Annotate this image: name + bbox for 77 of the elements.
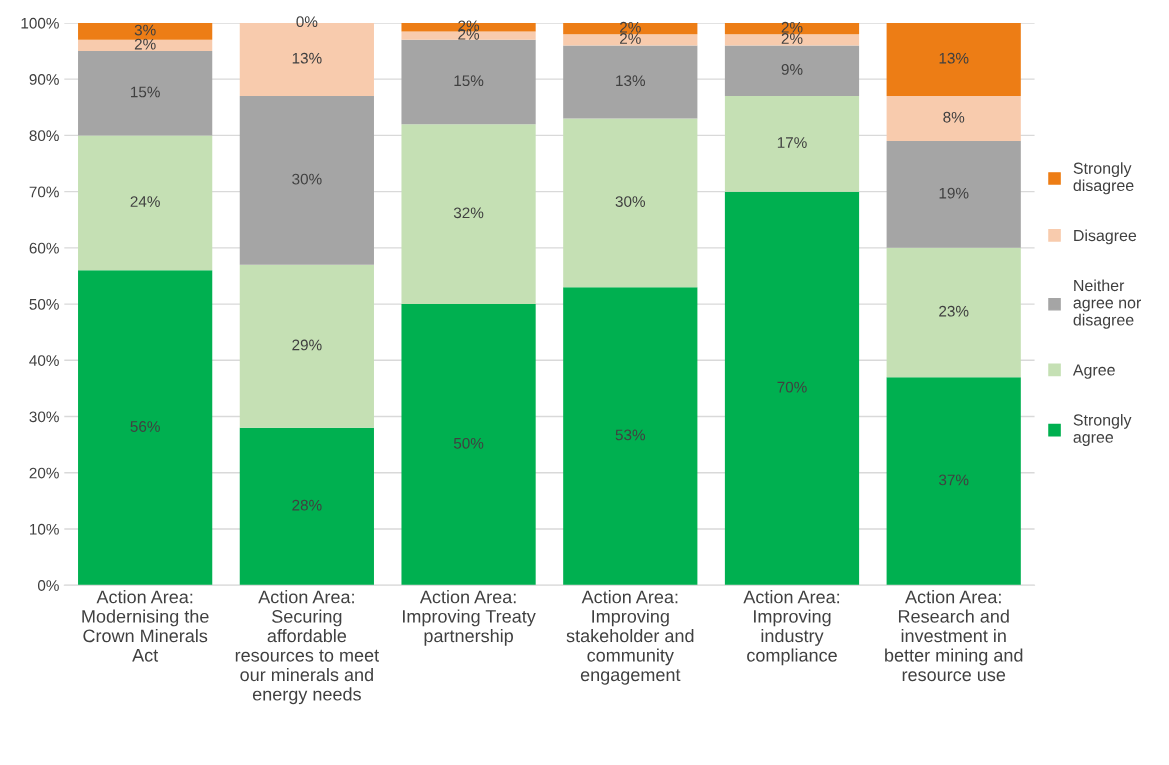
data-label: 3%	[134, 24, 156, 36]
y-tick-label: 10%	[30, 523, 59, 535]
data-label: 32%	[453, 207, 484, 219]
y-tick-label: 0%	[37, 580, 59, 591]
y-tick-label: 60%	[29, 242, 59, 254]
y-tick-label: 50%	[29, 298, 59, 310]
bar	[724, 191, 860, 586]
bar	[724, 45, 860, 97]
data-label: 0%	[296, 16, 318, 28]
bar	[401, 39, 536, 125]
data-label: 24%	[130, 196, 160, 207]
bar	[563, 22, 698, 35]
data-label: 2%	[620, 33, 641, 44]
bar	[886, 377, 1021, 586]
x-tick-label: Action Area: Research and investment in better mining and resource use	[885, 590, 1023, 682]
x-tick-label: Action Area: Improving Treaty partnership	[403, 590, 536, 646]
data-label: 2%	[620, 21, 641, 33]
bar	[78, 22, 213, 40]
x-tick-label: Action Area: Improving industry compliance	[743, 590, 840, 666]
legend-label: Disagree	[1074, 229, 1137, 245]
data-label: 2%	[781, 33, 803, 44]
y-tick-label: 80%	[29, 130, 59, 142]
data-label: 13%	[292, 52, 322, 64]
data-label: 70%	[777, 381, 807, 393]
data-label: 13%	[616, 75, 646, 87]
data-label: 8%	[943, 111, 965, 123]
bar	[886, 247, 1021, 378]
data-label: 2%	[134, 38, 156, 50]
x-tick-label: Action Area: Modernising the Crown Minerals Act	[82, 590, 209, 662]
bar	[78, 51, 213, 136]
data-label: 15%	[131, 86, 160, 98]
y-tick-label: 100%	[21, 17, 59, 29]
bar	[563, 118, 698, 288]
y-tick-label: 90%	[29, 74, 59, 85]
bar	[724, 22, 860, 35]
legend-label: Neither agree nor disagree	[1073, 279, 1142, 329]
bar	[239, 264, 374, 428]
bar	[724, 96, 860, 192]
bar	[78, 270, 213, 586]
bar	[401, 124, 536, 305]
data-label: 37%	[939, 474, 969, 486]
data-label: 15%	[454, 75, 484, 87]
bar	[239, 96, 374, 265]
legend-label: Strongly disagree	[1073, 162, 1134, 195]
bar	[401, 304, 536, 586]
data-label: 17%	[777, 137, 807, 148]
data-label: 23%	[939, 305, 969, 317]
data-label: 19%	[939, 187, 969, 199]
bar	[724, 34, 860, 46]
bar	[563, 45, 698, 119]
bar	[886, 96, 1021, 142]
x-tick-label: Action Area: Securing affordable resources to meet our minerals and energy needs	[235, 590, 379, 705]
bar	[78, 39, 213, 52]
bar	[401, 31, 536, 40]
data-label: 2%	[781, 21, 803, 33]
bar	[78, 135, 213, 271]
data-label: 28%	[292, 499, 322, 511]
y-tick-label: 40%	[29, 355, 59, 366]
y-tick-label: 70%	[29, 186, 59, 198]
data-label: 53%	[615, 429, 646, 441]
data-label: 56%	[130, 421, 160, 432]
x-tick-label: Action Area: Improving stakeholder and community engagement	[566, 590, 694, 685]
data-label: 30%	[292, 173, 322, 185]
bar	[886, 22, 1021, 97]
bar	[563, 287, 698, 586]
y-tick-label: 30%	[29, 411, 59, 423]
data-label: 13%	[939, 52, 969, 64]
bar	[563, 34, 698, 46]
data-label: 30%	[615, 196, 646, 207]
bar	[886, 141, 1021, 248]
legend-label: Agree	[1072, 364, 1115, 379]
data-label: 9%	[781, 64, 803, 75]
data-label: 50%	[453, 437, 484, 449]
bar	[239, 427, 374, 586]
data-label: 29%	[292, 339, 322, 351]
y-tick-label: 20%	[29, 467, 59, 479]
legend-label: Strongly agree	[1073, 413, 1132, 446]
